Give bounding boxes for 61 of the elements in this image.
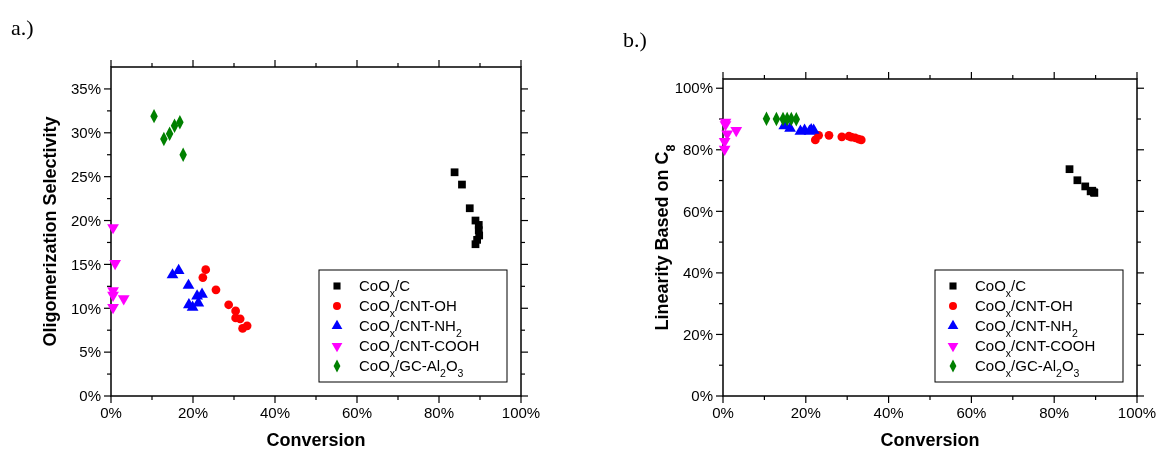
x-tick-label: 80% — [423, 404, 455, 421]
y-tick-label: 40% — [682, 264, 713, 282]
x-tick-label: 20% — [177, 404, 209, 421]
x-tick-label: 60% — [956, 404, 987, 421]
legend-label: CoO$_{x}$/GC-Al$_{2}$O$_{3}$ — [359, 357, 464, 380]
point — [186, 300, 199, 311]
chart-title: a.) — [11, 15, 34, 40]
x-tick-label: 100% — [501, 404, 541, 421]
point — [107, 303, 119, 315]
x-tick-label: 0% — [100, 404, 122, 421]
y-tick-label: 30% — [70, 124, 101, 142]
y-tick-label: 20% — [70, 211, 101, 229]
x-tick-label: 60% — [341, 404, 373, 421]
point — [1073, 176, 1082, 185]
point — [718, 145, 731, 156]
x-tick-label: 80% — [1039, 404, 1070, 421]
point — [824, 130, 834, 140]
y-axis-title: Oligomerization Selectivity — [40, 116, 60, 347]
point — [198, 273, 208, 282]
point — [242, 321, 252, 331]
x-tick-label: 100% — [1117, 404, 1157, 421]
y-tick-label: 20% — [682, 325, 713, 343]
y-tick-label: 10% — [70, 299, 101, 317]
point — [109, 260, 121, 271]
y-tick-label: 0% — [691, 387, 713, 405]
legend-label: CoO$_{x}$/CNT-OH — [359, 297, 457, 320]
point — [224, 300, 234, 310]
x-tick-label: 40% — [873, 404, 904, 421]
point — [107, 224, 119, 235]
legend-label: CoO$_{x}$/CNT-NH$_{2}$ — [975, 317, 1078, 340]
point — [784, 121, 796, 132]
x-tick-label: 20% — [790, 404, 821, 421]
y-tick-label: 25% — [70, 167, 101, 185]
y-tick-label: 60% — [682, 202, 713, 220]
point — [1065, 165, 1074, 174]
y-tick-label: 0% — [79, 387, 101, 405]
point — [107, 291, 119, 302]
point — [211, 285, 221, 295]
y-tick-label: 35% — [70, 80, 101, 98]
point — [117, 295, 130, 306]
legend-label: CoO$_{x}$/C — [359, 277, 411, 300]
legend-label: CoO$_{x}$/CNT-COOH — [359, 337, 480, 360]
legend-label: CoO$_{x}$/CNT-NH$_{2}$ — [359, 317, 462, 340]
legend-label: CoO$_{x}$/CNT-COOH — [975, 337, 1096, 360]
point — [458, 180, 466, 189]
x-tick-label: 0% — [712, 404, 734, 421]
x-tick-label: 40% — [259, 404, 291, 421]
point — [450, 168, 459, 177]
point — [471, 240, 480, 249]
point — [465, 204, 474, 213]
legend-label: CoO$_{x}$/CNT-OH — [975, 297, 1073, 320]
legend-label: CoO$_{x}$/GC-Al$_{2}$O$_{3}$ — [975, 357, 1080, 380]
point — [201, 265, 211, 275]
y-tick-label: 15% — [70, 255, 101, 273]
y-tick-label: 80% — [682, 141, 713, 159]
x-axis-title: Conversion — [880, 430, 980, 450]
legend-label: CoO$_{x}$/C — [975, 277, 1027, 300]
chart-title: b.) — [623, 27, 647, 52]
x-axis-title: Conversion — [266, 430, 366, 450]
y-tick-label: 5% — [79, 343, 101, 361]
y-tick-label: 100% — [674, 79, 713, 97]
